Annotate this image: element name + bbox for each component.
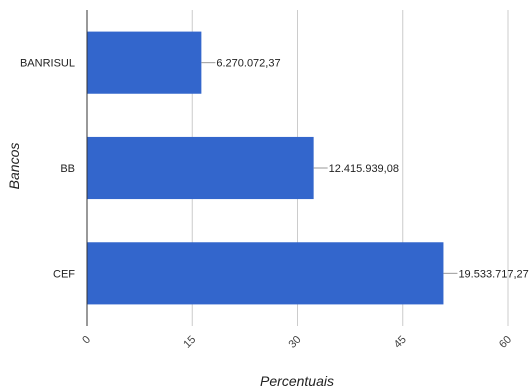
x-tick-labels: 0 15 30 45 60 bbox=[80, 334, 514, 351]
data-label: 12.415.939,08 bbox=[329, 163, 399, 175]
category-labels: BANRISUL BB CEF bbox=[20, 58, 75, 281]
x-tick-label: 0 bbox=[80, 334, 93, 347]
bar bbox=[87, 31, 202, 94]
bar bbox=[87, 136, 314, 200]
x-tick-label: 60 bbox=[497, 334, 514, 351]
data-labels: 6.270.072,37 12.415.939,08 19.533.717,27 bbox=[201, 58, 529, 280]
x-tick-label: 30 bbox=[286, 334, 303, 351]
data-label: 6.270.072,37 bbox=[216, 58, 280, 70]
category-label: BB bbox=[60, 163, 75, 175]
data-label: 19.533.717,27 bbox=[458, 268, 528, 280]
x-tick-label: 15 bbox=[181, 334, 198, 351]
x-axis-title: Percentuais bbox=[260, 373, 334, 389]
x-tick-label: 45 bbox=[392, 334, 409, 351]
bar bbox=[87, 242, 444, 305]
bars bbox=[87, 31, 444, 305]
y-axis-title: Bancos bbox=[6, 143, 22, 190]
category-label: BANRISUL bbox=[20, 58, 75, 70]
category-label: CEF bbox=[53, 268, 75, 280]
